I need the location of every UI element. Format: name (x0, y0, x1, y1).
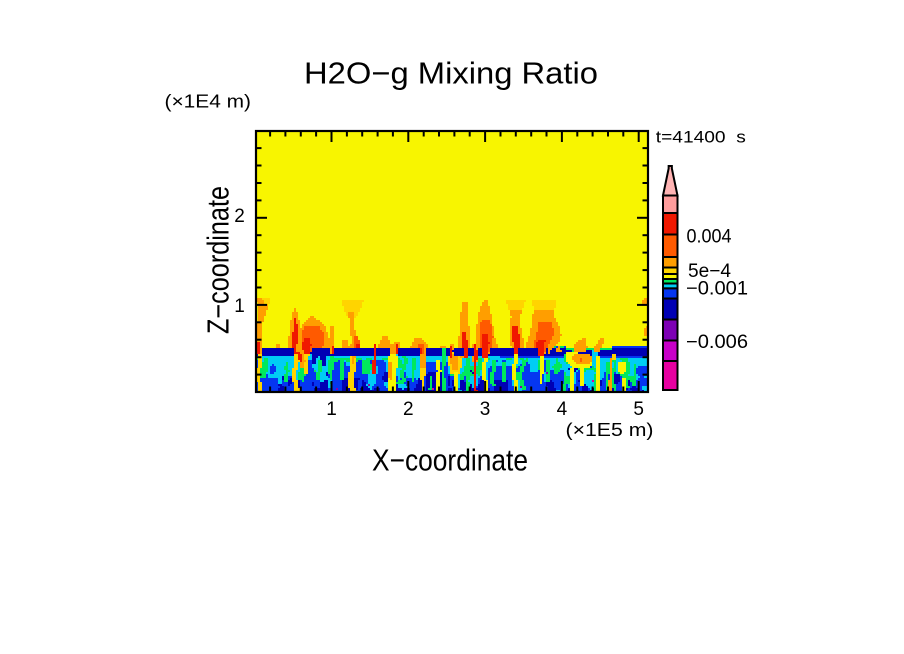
svg-text:H2O−g Mixing Ratio: H2O−g Mixing Ratio (304, 57, 598, 91)
svg-text:2: 2 (234, 206, 245, 227)
svg-text:5: 5 (633, 399, 644, 420)
svg-text:−0.001: −0.001 (686, 279, 748, 300)
svg-text:1: 1 (234, 296, 245, 317)
svg-text:1: 1 (326, 399, 337, 420)
svg-text:2: 2 (403, 399, 414, 420)
svg-text:4: 4 (557, 399, 568, 420)
svg-text:0.004: 0.004 (687, 227, 732, 248)
svg-text:3: 3 (480, 399, 491, 420)
svg-text:−0.006: −0.006 (686, 332, 748, 353)
svg-text:X−coordinate: X−coordinate (372, 444, 528, 478)
svg-text:(×1E5 m): (×1E5 m) (566, 420, 654, 440)
svg-text:t=41400 s: t=41400 s (656, 129, 746, 147)
svg-text:Z−coordinate: Z−coordinate (202, 186, 236, 334)
svg-text:5e−4: 5e−4 (688, 261, 731, 282)
svg-text:(×1E4 m): (×1E4 m) (165, 92, 252, 112)
